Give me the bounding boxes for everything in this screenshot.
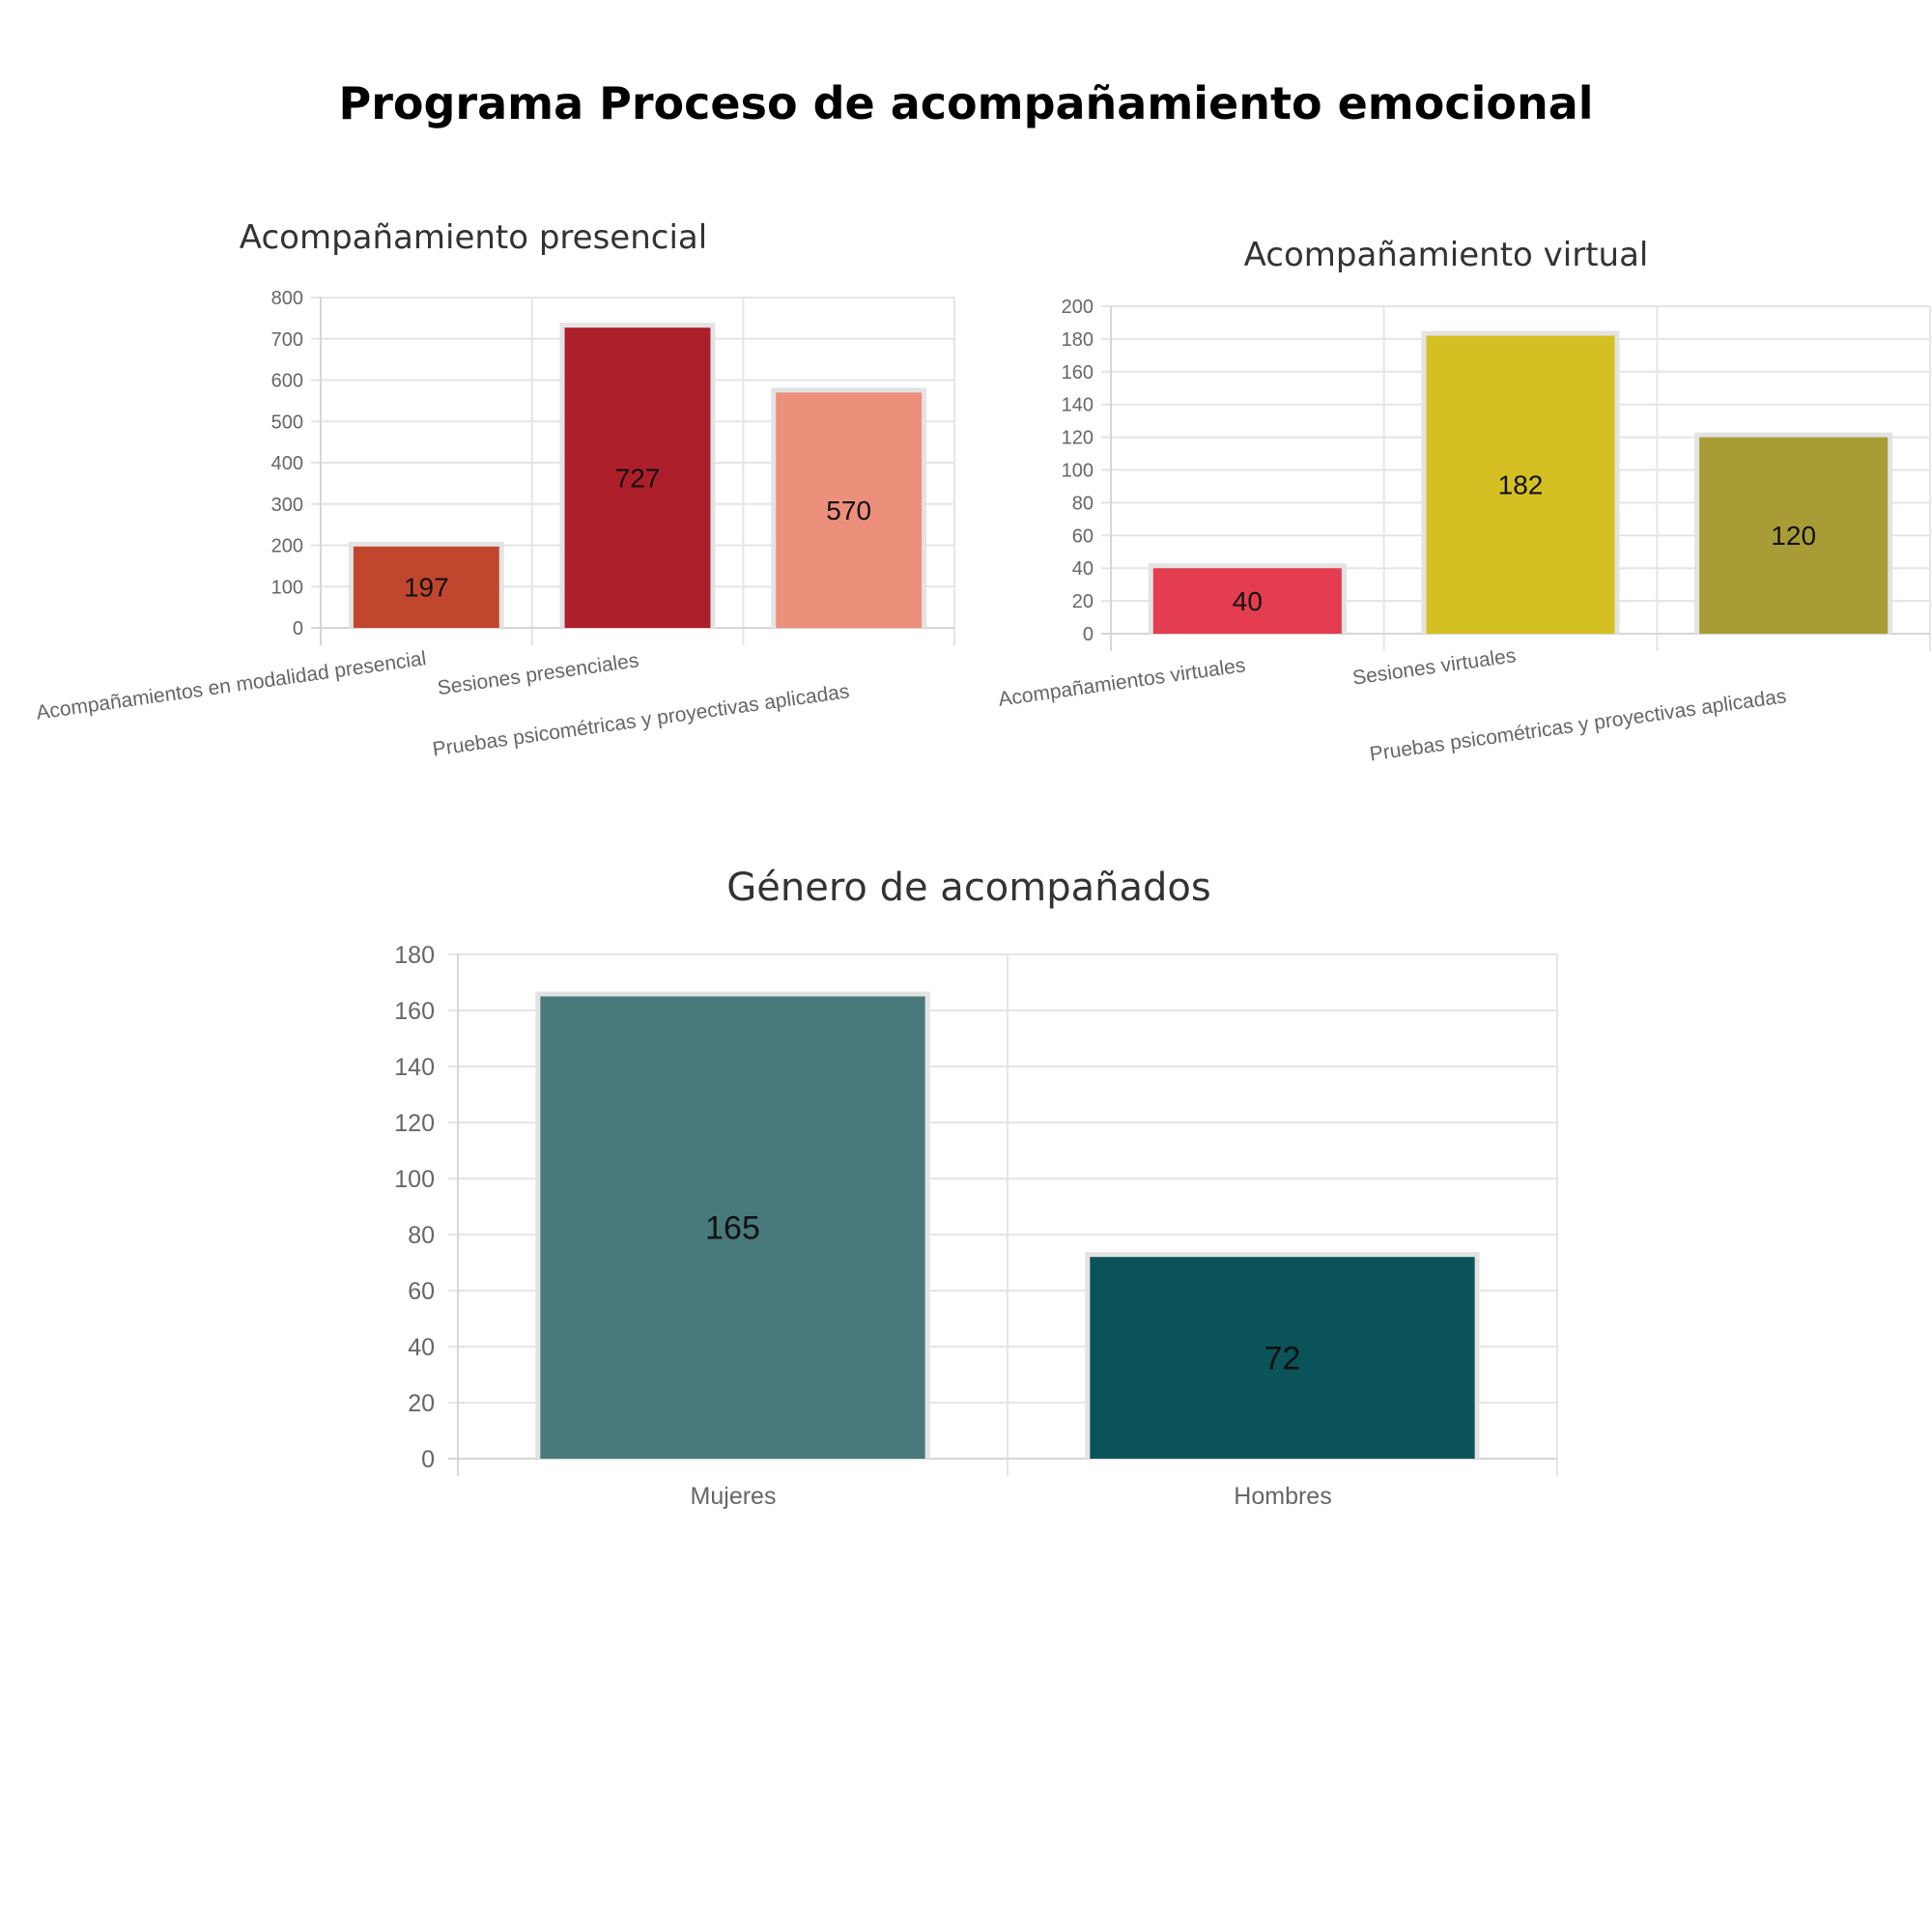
y-tick-label: 800: [271, 288, 303, 309]
page-title: Programa Proceso de acompañamiento emoci…: [338, 77, 1594, 129]
chart-genero-acompanados: Género de acompañados 0 20 40 60 80 100 120 140 1…: [394, 866, 1558, 1510]
y-tick-label: 200: [271, 536, 303, 557]
x-category-label: Acompañamientos en modalidad presencial: [35, 647, 428, 724]
bar-value-label: 197: [404, 573, 449, 603]
y-tick-label: 400: [271, 453, 303, 474]
bar: [353, 546, 499, 628]
bar-value-label: 40: [1233, 586, 1263, 616]
y-tick-label: 80: [1072, 493, 1094, 514]
chart-title: Acompañamiento presencial: [240, 218, 707, 257]
bar-value-label: 727: [615, 463, 661, 493]
y-tick-label: 600: [271, 371, 303, 392]
bar: [540, 996, 925, 1459]
y-tick-label: 700: [271, 329, 303, 351]
y-tick-label: 180: [394, 942, 435, 969]
bar: [1699, 437, 1889, 634]
y-tick-label: 0: [421, 1446, 435, 1473]
chart-acompanamiento-presencial: Acompañamiento presencial 0 100 200 300 400 50…: [35, 218, 955, 761]
y-tick-label: 100: [271, 577, 303, 598]
y-tick-label: 0: [1083, 624, 1094, 645]
y-tick-label: 20: [408, 1390, 435, 1417]
bar: [1090, 1257, 1475, 1459]
y-tick-label: 40: [408, 1334, 435, 1361]
y-tick-label: 140: [1062, 395, 1094, 416]
bar-value-label: 182: [1498, 470, 1544, 500]
x-category-label: Pruebas psicométricas y proyectivas apli…: [1368, 685, 1787, 765]
y-tick-label: 160: [1062, 362, 1094, 384]
y-tick-label: 60: [408, 1278, 435, 1305]
bar: [1426, 335, 1615, 634]
bar-value-label: 165: [705, 1210, 760, 1247]
y-tick-label: 500: [271, 412, 303, 433]
y-tick-label: 80: [408, 1222, 435, 1249]
y-tick-label: 180: [1062, 329, 1094, 351]
bar-value-label: 72: [1264, 1341, 1301, 1378]
y-tick-label: 40: [1072, 558, 1094, 580]
bar: [564, 327, 711, 628]
y-tick-label: 300: [271, 495, 303, 516]
y-tick-label: 140: [394, 1054, 435, 1081]
y-tick-label: 100: [394, 1166, 435, 1193]
bar-value-label: 120: [1771, 521, 1816, 551]
x-category-label: Hombres: [1234, 1483, 1331, 1510]
chart-title: Acompañamiento virtual: [1244, 236, 1649, 274]
chart-title: Género de acompañados: [726, 866, 1210, 910]
y-tick-label: 20: [1072, 591, 1094, 612]
x-category-label: Pruebas psicométricas y proyectivas apli…: [431, 680, 850, 760]
x-category-label: Acompañamientos virtuales: [997, 654, 1247, 711]
x-category-label: Mujeres: [691, 1483, 777, 1510]
y-tick-label: 60: [1072, 526, 1094, 547]
chart-acompanamiento-virtual: Acompañamiento virtual 0 20 40 60 80 100 120 140…: [997, 236, 1931, 766]
y-tick-label: 160: [394, 998, 435, 1025]
bar: [1152, 568, 1342, 634]
bar: [776, 392, 923, 628]
x-category-label: Sesiones presenciales: [436, 649, 639, 699]
y-tick-label: 0: [293, 618, 303, 639]
y-tick-label: 120: [1062, 428, 1094, 449]
x-category-label: Sesiones virtuales: [1351, 644, 1518, 689]
y-tick-label: 200: [1062, 297, 1094, 318]
bar-value-label: 570: [826, 496, 871, 526]
y-tick-label: 100: [1062, 461, 1094, 482]
y-tick-label: 120: [394, 1110, 435, 1137]
